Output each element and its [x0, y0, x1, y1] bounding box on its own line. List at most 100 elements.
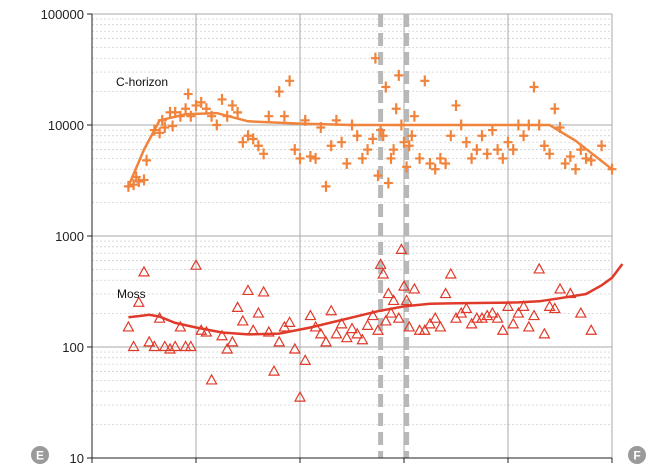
plus-marker	[513, 119, 523, 131]
plus-marker	[311, 152, 321, 164]
triangle-marker	[132, 296, 145, 307]
plus-marker	[196, 96, 206, 108]
triangle-marker	[122, 320, 135, 332]
plus-marker	[560, 157, 570, 169]
corner-marker-right: F	[628, 446, 646, 464]
triangle-marker	[397, 279, 411, 291]
trend-line-moss	[128, 263, 624, 336]
triangle-marker	[371, 324, 385, 335]
triangle-marker	[548, 302, 561, 314]
plus-marker	[545, 148, 555, 160]
plus-marker	[391, 103, 401, 115]
triangle-marker	[309, 320, 322, 332]
plus-marker	[352, 130, 362, 142]
plus-marker	[472, 144, 482, 156]
y-tick-label: 100000	[41, 7, 84, 22]
series-labels: C-horizon Moss	[116, 75, 168, 301]
plus-marker	[597, 140, 607, 152]
plus-marker	[430, 163, 440, 175]
plus-marker	[576, 144, 586, 156]
plus-marker	[571, 163, 581, 175]
plus-marker	[451, 99, 461, 111]
triangle-marker	[283, 316, 296, 327]
plus-marker	[389, 144, 399, 156]
plus-marker	[441, 157, 451, 169]
plus-marker	[264, 110, 274, 122]
triangle-marker	[361, 319, 374, 330]
triangle-marker	[288, 342, 301, 354]
plus-marker	[186, 110, 196, 122]
triangle-marker	[374, 258, 387, 269]
plus-marker	[477, 130, 487, 142]
plus-marker	[368, 133, 378, 145]
triangle-marker	[423, 317, 437, 329]
plus-marker	[565, 151, 575, 163]
triangle-marker	[481, 309, 494, 321]
axes	[87, 13, 613, 463]
triangle-marker	[439, 287, 452, 299]
triangle-marker	[252, 306, 265, 318]
plus-marker	[383, 177, 393, 189]
plus-marker	[183, 88, 193, 100]
corner-marker-label: E	[36, 449, 44, 463]
reference-lines	[378, 14, 410, 458]
plus-marker	[407, 130, 417, 142]
plus-marker	[539, 140, 549, 152]
triangle-marker	[444, 267, 457, 279]
triangle-marker	[247, 324, 260, 335]
plus-marker	[529, 81, 539, 93]
y-tick-label: 10000	[48, 118, 84, 133]
triangle-marker	[533, 262, 546, 274]
plus-marker	[326, 140, 336, 152]
plus-marker	[170, 106, 180, 118]
triangle-marker	[169, 340, 182, 352]
plus-marker	[201, 103, 211, 115]
plus-marker	[586, 154, 596, 166]
corner-marker-label: F	[633, 449, 640, 463]
triangle-marker	[429, 311, 442, 323]
y-tick-label: 100	[62, 340, 84, 355]
triangle-marker	[189, 258, 203, 270]
triangle-marker	[564, 287, 577, 299]
triangle-marker	[501, 300, 515, 311]
plus-marker	[295, 152, 305, 164]
triangle-marker	[163, 342, 177, 354]
plus-marker	[534, 119, 544, 131]
triangle-marker	[325, 304, 338, 316]
triangle-marker	[403, 320, 416, 332]
triangle-marker	[319, 335, 333, 347]
plus-marker	[607, 163, 617, 175]
triangle-marker	[330, 327, 343, 339]
triangle-marker	[127, 340, 140, 352]
plus-marker	[342, 157, 352, 169]
plus-marker	[222, 110, 232, 122]
triangle-marker	[366, 309, 379, 321]
triangle-marker	[496, 324, 509, 335]
plus-marker	[279, 110, 289, 122]
triangle-marker	[241, 284, 255, 296]
plus-marker	[157, 114, 167, 126]
plus-marker	[139, 174, 149, 186]
plus-marker	[415, 152, 425, 164]
triangle-marker	[507, 317, 520, 329]
triangle-marker	[379, 314, 392, 326]
triangle-marker	[304, 309, 317, 321]
plus-marker	[435, 152, 445, 164]
plus-marker	[409, 110, 419, 122]
triangle-marker	[356, 333, 369, 345]
plus-marker	[482, 148, 492, 160]
plus-marker	[493, 144, 503, 156]
plus-marker	[555, 121, 565, 133]
plus-marker	[498, 152, 508, 164]
triangle-marker	[543, 300, 556, 311]
plus-marker	[243, 130, 253, 142]
plus-marker	[370, 52, 380, 64]
triangle-marker	[377, 267, 390, 279]
triangle-marker	[475, 311, 489, 323]
plus-marker	[519, 130, 529, 142]
data-points	[122, 52, 617, 402]
plus-marker	[155, 127, 165, 139]
plus-marker	[399, 136, 409, 148]
triangle-marker	[408, 282, 421, 294]
